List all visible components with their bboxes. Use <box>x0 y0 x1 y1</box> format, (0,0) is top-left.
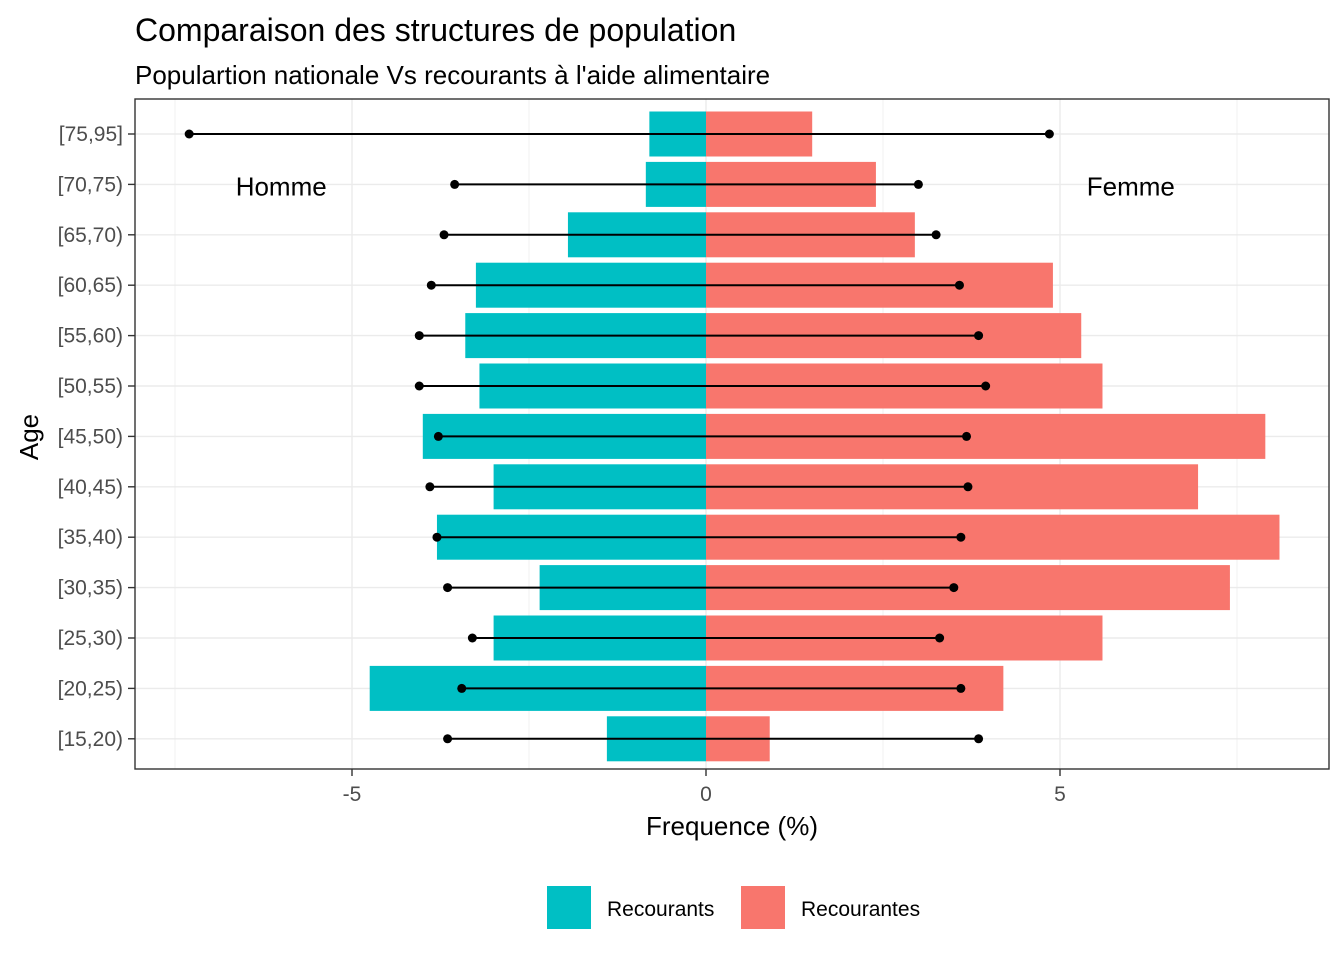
y-tick-label: [50,55) <box>58 375 123 398</box>
national-point-men <box>450 179 460 189</box>
x-tick-label: 0 <box>700 783 712 806</box>
y-axis-label: Age <box>14 414 44 460</box>
x-tick-label: 5 <box>1054 783 1066 806</box>
national-point-men <box>443 734 453 744</box>
y-tick-label: [65,70) <box>58 224 123 247</box>
y-tick-label: [40,45) <box>58 476 123 499</box>
y-tick-label: [75,95] <box>59 123 123 146</box>
y-tick-label: [60,65) <box>58 274 123 297</box>
national-point-men <box>414 331 424 341</box>
national-point-men <box>457 683 467 693</box>
national-point-women <box>962 431 972 441</box>
national-point-men <box>467 633 477 643</box>
y-tick-label: [30,35) <box>58 577 123 600</box>
national-point-men <box>426 280 436 290</box>
y-tick-label: [45,50) <box>58 425 123 448</box>
national-point-women <box>974 734 984 744</box>
legend-label-recourants: Recourants <box>607 898 714 921</box>
national-point-men <box>443 583 453 593</box>
chart-subtitle: Populartion nationale Vs recourants à l'… <box>135 60 770 90</box>
annotation-femme: Femme <box>1087 171 1175 201</box>
national-point-men <box>425 482 435 492</box>
y-tick-label: [70,75) <box>58 173 123 196</box>
national-point-women <box>974 331 984 341</box>
legend-label-recourantes: Recourantes <box>801 898 920 921</box>
national-point-men <box>439 230 449 240</box>
y-tick-label: [35,40) <box>58 526 123 549</box>
national-point-men <box>414 381 424 391</box>
panel-border <box>134 98 1330 770</box>
national-point-men <box>433 431 443 441</box>
national-point-women <box>935 633 945 643</box>
annotation-homme: Homme <box>236 171 327 201</box>
national-point-women <box>913 179 923 189</box>
national-point-women <box>949 583 959 593</box>
y-tick-label: [15,20) <box>58 728 123 751</box>
national-point-women <box>963 482 973 492</box>
national-point-women <box>956 683 966 693</box>
national-point-women <box>931 230 941 240</box>
national-point-women <box>1044 129 1054 139</box>
plot-area: [15,20) [20,25) [25,30) [30,35) [35,40) [40,4… <box>58 98 1330 806</box>
x-tick-label: -5 <box>343 783 362 806</box>
national-point-women <box>981 381 991 391</box>
national-point-men <box>184 129 194 139</box>
x-axis-label: Frequence (%) <box>646 811 818 841</box>
y-tick-label: [25,30) <box>58 627 123 650</box>
national-point-women <box>956 532 966 542</box>
legend: Recourants Recourantes <box>547 886 920 929</box>
y-tick-label: [20,25) <box>58 677 123 700</box>
legend-key-recourants <box>547 886 591 929</box>
legend-key-recourantes <box>741 886 785 929</box>
y-tick-label: [55,60) <box>58 325 123 348</box>
national-point-women <box>954 280 964 290</box>
chart-title: Comparaison des structures de population <box>135 12 736 48</box>
national-point-men <box>432 532 442 542</box>
